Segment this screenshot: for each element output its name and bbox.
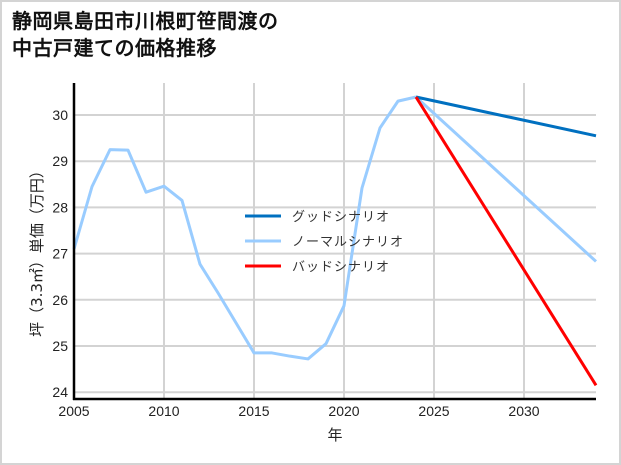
legend-label: バッドシナリオ	[292, 260, 390, 275]
x-tick-label: 2015	[238, 403, 269, 419]
x-tick-label: 2010	[148, 403, 179, 419]
y-tick-label: 26	[52, 292, 68, 308]
legend-label: ノーマルシナリオ	[292, 235, 404, 250]
x-tick-label: 2025	[418, 403, 449, 419]
y-tick-label: 30	[52, 107, 68, 123]
series-lines	[72, 95, 598, 387]
x-tick-label: 2020	[328, 403, 359, 419]
tick-labels: 2005 2010 2015 2020 2025 2030 24 25 26 27 28 29 30	[52, 107, 539, 419]
axes	[72, 83, 596, 401]
y-tick-label: 28	[52, 199, 68, 215]
y-tick-label: 27	[52, 246, 68, 262]
y-axis-label: 坪（3.3㎡）単価（万円）	[28, 163, 46, 337]
title-line-2: 中古戸建ての価格推移	[12, 36, 217, 60]
series-line	[72, 95, 417, 361]
y-tick-label: 25	[52, 338, 68, 354]
series-line	[414, 95, 598, 263]
x-tick-label: 2005	[58, 403, 89, 419]
chart-title: 静岡県島田市川根町笹間渡の 中古戸建ての価格推移	[12, 8, 279, 62]
series-line	[414, 96, 598, 387]
x-axis-label: 年	[327, 426, 342, 444]
y-tick-label: 24	[52, 384, 68, 400]
title-line-1: 静岡県島田市川根町笹間渡の	[12, 9, 279, 33]
series-line	[415, 95, 597, 138]
x-tick-label: 2030	[508, 403, 539, 419]
y-tick-label: 29	[52, 153, 68, 169]
legend-label: グッドシナリオ	[292, 210, 390, 225]
